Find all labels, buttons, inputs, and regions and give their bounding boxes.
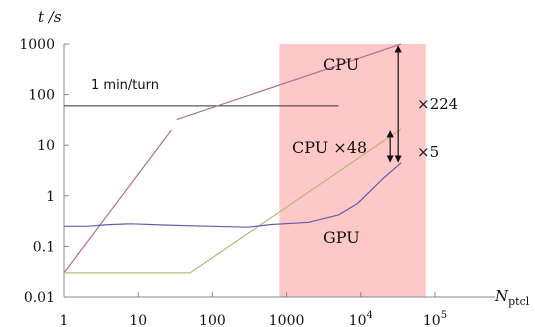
reference-line-label: 1 min/turn [91,78,159,93]
y-axis-title: t /s [38,8,62,26]
series-line-cpu-48 [64,128,402,274]
x-axis-title: Nptcl [494,287,530,308]
series-label-cpu-48: CPU ×48 [292,138,367,157]
y-tick-label: 1 [46,189,55,205]
y-tick-label: 10 [37,138,55,154]
x-tick-label: 105 [423,310,447,327]
series-label-cpu: CPU [323,55,359,74]
series-line-gpu [64,162,402,228]
series-line-cpu [63,43,402,274]
ratio-label-1: ×224 [417,95,458,113]
x-tick-label: 1 [60,313,69,327]
x-tick-label: 100 [199,313,226,327]
ratio-label-2: ×5 [417,143,439,161]
x-tick-label: 10 [129,313,147,327]
x-tick-label: 1000 [269,313,305,327]
y-tick-label: 1000 [19,37,55,53]
y-tick-label: 100 [28,88,55,104]
series-label-gpu: GPU [323,228,360,247]
x-tick-label: 104 [349,310,373,327]
highlight-region [279,44,426,297]
y-tick-label: 0.01 [24,290,55,306]
y-tick-label: 0.1 [33,239,55,255]
